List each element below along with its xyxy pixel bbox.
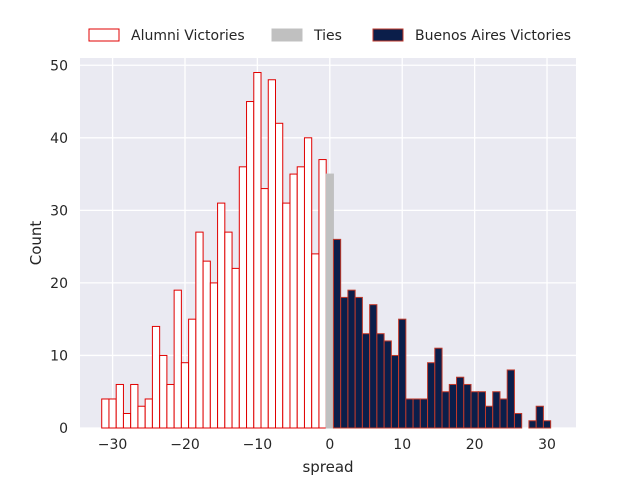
x-tick-label: −30	[98, 437, 128, 453]
bar	[398, 318, 407, 429]
bar	[419, 398, 429, 429]
bar	[441, 391, 450, 429]
y-tick-label: 40	[50, 131, 68, 147]
bar	[303, 137, 313, 429]
bar	[166, 383, 175, 429]
bar	[513, 412, 523, 429]
bar	[332, 238, 342, 429]
y-axis-ticks: 0 10 20 30 40 50	[50, 58, 68, 437]
bar	[463, 383, 472, 429]
bar	[542, 420, 552, 429]
legend: Alumni Victories Ties Buenos Aires Victo…	[88, 28, 571, 44]
y-axis-title: Count	[27, 221, 45, 266]
legend-swatch-ties	[271, 28, 303, 42]
bar	[484, 405, 494, 429]
bar	[282, 202, 291, 429]
bar	[202, 260, 211, 429]
bar	[405, 398, 414, 429]
bar	[101, 398, 110, 429]
bar	[448, 383, 458, 429]
bar	[506, 369, 515, 429]
bar	[188, 318, 197, 429]
bar	[318, 159, 327, 429]
bar	[383, 340, 392, 429]
bar	[390, 354, 400, 429]
bars	[101, 72, 552, 429]
bar	[296, 166, 305, 429]
bar	[354, 296, 363, 429]
bar	[159, 354, 168, 429]
bar	[260, 188, 269, 429]
x-tick-label: 0	[325, 437, 334, 453]
bar	[238, 166, 248, 429]
y-tick-label: 10	[50, 348, 68, 364]
bar	[477, 391, 486, 429]
legend-swatch-alumni	[88, 28, 120, 42]
bar	[340, 296, 349, 429]
bar	[456, 376, 465, 429]
bar	[499, 398, 508, 429]
bar	[311, 253, 320, 429]
legend-label-buenos-aires: Buenos Aires Victories	[415, 28, 571, 44]
x-tick-label: −20	[170, 437, 200, 453]
bar	[151, 325, 161, 429]
y-tick-label: 0	[59, 421, 68, 437]
bar	[253, 72, 262, 429]
y-tick-label: 20	[50, 276, 68, 292]
bar	[231, 267, 240, 429]
bar	[224, 231, 233, 429]
x-tick-label: 20	[466, 437, 484, 453]
bar	[275, 122, 284, 429]
x-axis-title: spread	[302, 458, 353, 476]
y-tick-label: 50	[50, 58, 68, 74]
bar	[137, 405, 146, 429]
legend-swatch-buenos-aires	[372, 28, 404, 42]
bar	[195, 231, 204, 429]
bar	[325, 173, 334, 429]
legend-label-ties: Ties	[313, 28, 342, 44]
bar	[361, 333, 371, 429]
bar	[122, 412, 132, 429]
legend-label-alumni: Alumni Victories	[131, 28, 245, 44]
bar	[434, 347, 443, 429]
bar	[130, 383, 139, 429]
y-tick-label: 30	[50, 203, 68, 219]
x-tick-label: −10	[243, 437, 273, 453]
x-tick-label: 30	[538, 437, 556, 453]
bar	[115, 383, 124, 429]
bar	[217, 202, 226, 429]
bar	[209, 282, 219, 429]
bar	[535, 405, 544, 429]
bar	[246, 101, 255, 429]
bar	[427, 362, 436, 429]
bar	[528, 420, 537, 429]
bar	[412, 398, 421, 429]
x-axis-ticks: −30 −20 −10 0 10 20 30	[98, 437, 556, 453]
x-tick-label: 10	[393, 437, 411, 453]
bar	[173, 289, 182, 429]
bar	[267, 79, 277, 429]
bar	[144, 398, 153, 429]
bar	[347, 289, 356, 429]
bar	[180, 362, 190, 429]
bar	[470, 391, 479, 429]
bar	[492, 391, 501, 429]
bar	[376, 333, 385, 429]
bar	[108, 398, 117, 429]
bar	[369, 304, 378, 429]
bar	[289, 173, 298, 429]
